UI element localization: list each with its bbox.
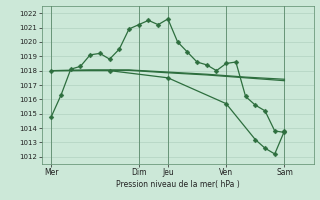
X-axis label: Pression niveau de la mer( hPa ): Pression niveau de la mer( hPa ) (116, 180, 239, 189)
